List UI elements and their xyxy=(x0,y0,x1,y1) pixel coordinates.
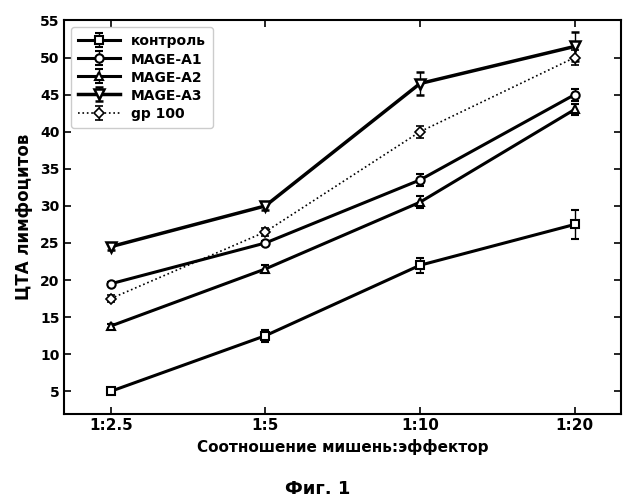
Legend: контроль, MAGE-A1, MAGE-A2, MAGE-A3, gp 100: контроль, MAGE-A1, MAGE-A2, MAGE-A3, gp … xyxy=(71,28,213,128)
Y-axis label: ЦТА лимфоцитов: ЦТА лимфоцитов xyxy=(15,134,33,300)
Text: Фиг. 1: Фиг. 1 xyxy=(286,480,350,498)
X-axis label: Соотношение мишень:эффектор: Соотношение мишень:эффектор xyxy=(197,439,488,455)
